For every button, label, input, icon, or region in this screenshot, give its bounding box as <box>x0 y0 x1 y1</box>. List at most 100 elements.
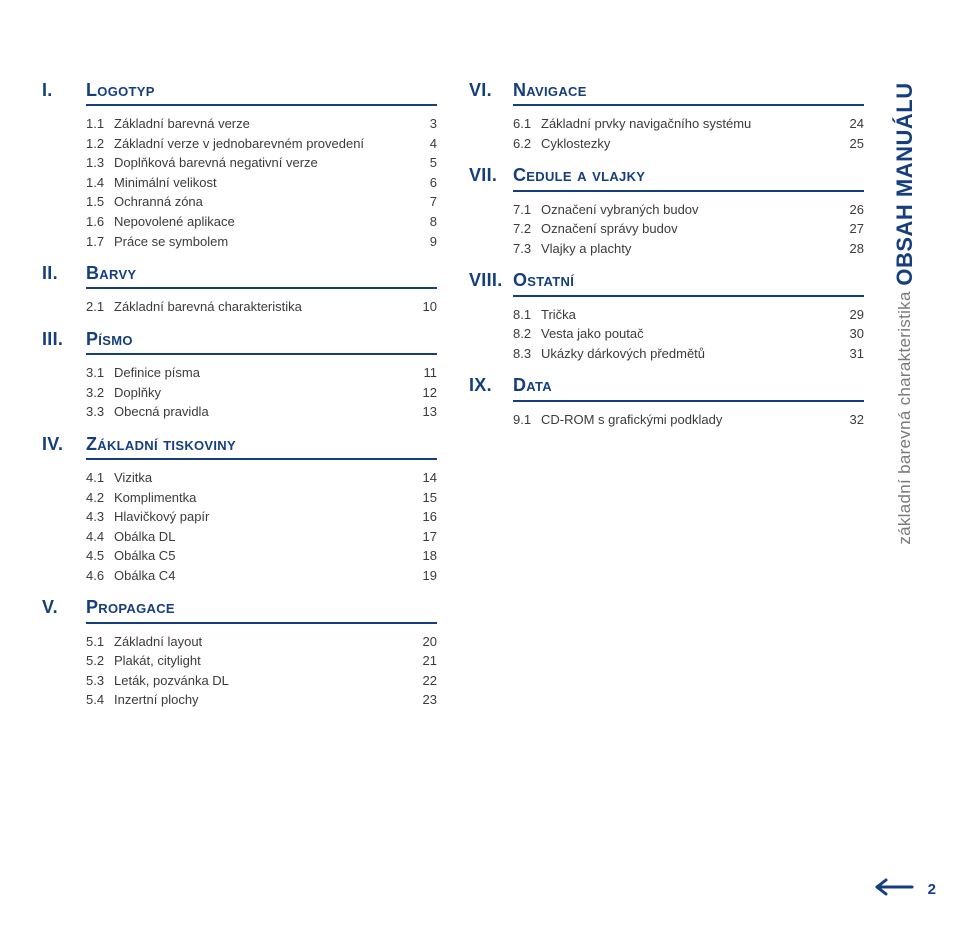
toc-item[interactable]: 4.6Obálka C419 <box>42 566 437 586</box>
toc-item-label: Vlajky a plachty <box>541 240 838 258</box>
toc-item-page: 31 <box>838 345 864 363</box>
toc-section-title: Navigace <box>513 78 864 106</box>
toc-section-heading: VI.Navigace <box>469 78 864 106</box>
toc-item[interactable]: 6.2Cyklostezky25 <box>469 134 864 154</box>
toc-item[interactable]: 3.1Definice písma11 <box>42 363 437 383</box>
toc-item[interactable]: 9.1CD-ROM s grafickými podklady32 <box>469 410 864 430</box>
toc-item[interactable]: 4.5Obálka C518 <box>42 546 437 566</box>
side-tab: základní barevná charakteristika OBSAH M… <box>874 82 936 896</box>
toc-item[interactable]: 5.1Základní layout20 <box>42 632 437 652</box>
toc-item-label: Vesta jako poutač <box>541 325 838 343</box>
toc-items: 6.1Základní prvky navigačního systému246… <box>469 114 864 153</box>
toc-item-page: 19 <box>411 567 437 585</box>
toc-item-page: 32 <box>838 411 864 429</box>
toc-item-label: Cyklostezky <box>541 135 838 153</box>
toc-item-page: 4 <box>411 135 437 153</box>
toc-item-number: 3.1 <box>42 364 114 382</box>
toc-items: 2.1Základní barevná charakteristika10 <box>42 297 437 317</box>
toc-item[interactable]: 4.3Hlavičkový papír16 <box>42 507 437 527</box>
toc-item-number: 7.2 <box>469 220 541 238</box>
toc-item[interactable]: 1.2Základní verze v jednobarevném proved… <box>42 134 437 154</box>
toc-item-page: 3 <box>411 115 437 133</box>
toc-item-label: Základní prvky navigačního systému <box>541 115 838 133</box>
toc-item[interactable]: 7.3Vlajky a plachty28 <box>469 239 864 259</box>
toc-item-number: 1.7 <box>42 233 114 251</box>
toc-item-number: 5.1 <box>42 633 114 651</box>
toc-item-label: Ukázky dárkových předmětů <box>541 345 838 363</box>
toc-item-number: 3.3 <box>42 403 114 421</box>
toc-section-roman: IX. <box>469 373 513 397</box>
toc-section-roman: VI. <box>469 78 513 102</box>
toc-item[interactable]: 8.2Vesta jako poutač30 <box>469 324 864 344</box>
toc-item-number: 1.3 <box>42 154 114 172</box>
toc-columns: I.Logotyp1.1Základní barevná verze31.2Zá… <box>0 78 960 720</box>
toc-item[interactable]: 1.6Nepovolené aplikace8 <box>42 212 437 232</box>
toc-section-title: Barvy <box>86 261 437 289</box>
toc-item-number: 7.3 <box>469 240 541 258</box>
toc-item-number: 7.1 <box>469 201 541 219</box>
toc-item-label: Vizitka <box>114 469 411 487</box>
toc-item[interactable]: 2.1Základní barevná charakteristika10 <box>42 297 437 317</box>
toc-item[interactable]: 5.3Leták, pozvánka DL22 <box>42 671 437 691</box>
toc-item[interactable]: 1.3Doplňková barevná negativní verze5 <box>42 153 437 173</box>
toc-item[interactable]: 1.4Minimální velikost6 <box>42 173 437 193</box>
toc-item-label: Obecná pravidla <box>114 403 411 421</box>
toc-item-label: Práce se symbolem <box>114 233 411 251</box>
toc-items: 3.1Definice písma113.2Doplňky123.3Obecná… <box>42 363 437 422</box>
toc-item-page: 24 <box>838 115 864 133</box>
toc-item-page: 21 <box>411 652 437 670</box>
toc-item-number: 5.4 <box>42 691 114 709</box>
toc-item-number: 4.5 <box>42 547 114 565</box>
toc-item[interactable]: 4.4Obálka DL17 <box>42 527 437 547</box>
toc-item-number: 6.2 <box>469 135 541 153</box>
toc-item[interactable]: 8.1Trička29 <box>469 305 864 325</box>
toc-item[interactable]: 7.1Označení vybraných budov26 <box>469 200 864 220</box>
toc-item-label: Základní verze v jednobarevném provedení <box>114 135 411 153</box>
toc-item-page: 22 <box>411 672 437 690</box>
toc-item[interactable]: 7.2Označení správy budov27 <box>469 219 864 239</box>
toc-column-right: VI.Navigace 6.1Základní prvky navigačního… <box>469 78 864 720</box>
toc-section-roman: V. <box>42 595 86 619</box>
toc-item-label: Leták, pozvánka DL <box>114 672 411 690</box>
toc-item-page: 29 <box>838 306 864 324</box>
toc-item-page: 28 <box>838 240 864 258</box>
toc-item[interactable]: 3.2Doplňky12 <box>42 383 437 403</box>
page-number: 2 <box>928 880 936 900</box>
toc-items: 1.1Základní barevná verze31.2Základní ve… <box>42 114 437 251</box>
toc-item-page: 14 <box>411 469 437 487</box>
toc-item[interactable]: 5.4Inzertní plochy23 <box>42 690 437 710</box>
toc-item[interactable]: 1.1Základní barevná verze3 <box>42 114 437 134</box>
toc-item-label: Základní layout <box>114 633 411 651</box>
toc-item-page: 9 <box>411 233 437 251</box>
toc-item-label: Základní barevná charakteristika <box>114 298 411 316</box>
toc-item[interactable]: 1.7Práce se symbolem9 <box>42 232 437 252</box>
toc-item-label: Označení vybraných budov <box>541 201 838 219</box>
toc-section: VIII.Ostatní8.1Trička298.2Vesta jako pou… <box>469 268 864 363</box>
toc-item-label: Minimální velikost <box>114 174 411 192</box>
toc-item[interactable]: 8.3Ukázky dárkových předmětů31 <box>469 344 864 364</box>
toc-item[interactable]: 3.3Obecná pravidla13 <box>42 402 437 422</box>
toc-item-label: Označení správy budov <box>541 220 838 238</box>
toc-items: 8.1Trička298.2Vesta jako poutač308.3Ukáz… <box>469 305 864 364</box>
toc-item-number: 1.6 <box>42 213 114 231</box>
toc-item-label: Doplňková barevná negativní verze <box>114 154 411 172</box>
toc-section: IV.Základní tiskoviny4.1Vizitka144.2Komp… <box>42 432 437 586</box>
toc-item-page: 23 <box>411 691 437 709</box>
toc-section-heading: VII.Cedule a vlajky <box>469 163 864 191</box>
document-page: I.Logotyp1.1Základní barevná verze31.2Zá… <box>0 0 960 936</box>
toc-item[interactable]: 1.5Ochranná zóna7 <box>42 192 437 212</box>
toc-item-number: 4.4 <box>42 528 114 546</box>
side-tab-title: OBSAH MANUÁLU <box>890 82 920 285</box>
toc-section-roman: I. <box>42 78 86 102</box>
toc-item[interactable]: 5.2Plakát, citylight21 <box>42 651 437 671</box>
toc-section-title: Ostatní <box>513 268 864 296</box>
toc-items: 9.1CD-ROM s grafickými podklady32 <box>469 410 864 430</box>
toc-section-title: Cedule a vlajky <box>513 163 864 191</box>
toc-item-page: 15 <box>411 489 437 507</box>
toc-section-roman: IV. <box>42 432 86 456</box>
toc-item[interactable]: 4.2Komplimentka15 <box>42 488 437 508</box>
toc-item-page: 27 <box>838 220 864 238</box>
toc-items: 7.1Označení vybraných budov267.2Označení… <box>469 200 864 259</box>
toc-item[interactable]: 4.1Vizitka14 <box>42 468 437 488</box>
toc-item[interactable]: 6.1Základní prvky navigačního systému24 <box>469 114 864 134</box>
